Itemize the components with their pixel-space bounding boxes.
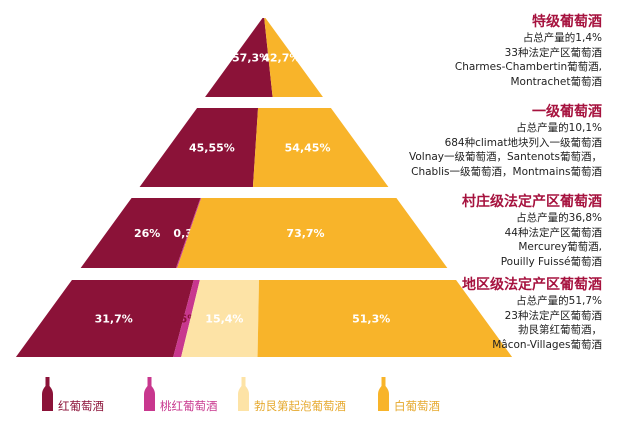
tier-detail: Mâcon-Villages葡萄酒 [492, 338, 602, 351]
tier-detail: Pouilly Fuissé葡萄酒 [500, 255, 602, 268]
segment-label-red: 31,7% [95, 313, 133, 326]
segment-white [252, 108, 389, 187]
segment-red [205, 18, 273, 97]
tier-detail: Charmes-Chambertin葡萄酒, [454, 61, 602, 73]
segment-rose [175, 198, 202, 268]
tier-title: 地区级法定产区葡萄酒 [462, 277, 602, 293]
segment-label-red: 57,3% [232, 52, 270, 65]
segment-label-white: 73,7% [286, 227, 324, 240]
legend-label: 红葡萄酒 [58, 399, 104, 413]
segment-red [15, 280, 194, 357]
tier-share: 占总产量的36,8% [516, 212, 602, 224]
segment-label-cremant: 15,4% [205, 313, 243, 326]
tier-info-regional: 地区级法定产区葡萄酒 占总产量的51,7% 23种法定产区葡萄酒 勃艮第红葡萄酒… [462, 277, 602, 352]
tier-detail: 33种法定产区葡萄酒 [504, 46, 602, 59]
segment-label-red: 45,55% [189, 142, 235, 155]
tier-info-premier-cru: 一级葡萄酒 占总产量的10,1% 684种climat地块列入一级葡萄酒 Vol… [409, 104, 602, 179]
segment-rose [173, 280, 200, 357]
legend: 红葡萄酒 桃红葡萄酒 勃艮第起泡葡萄酒 白葡萄酒 [0, 374, 640, 418]
tier-detail: Volnay一级葡萄酒，Santenots葡萄酒， [408, 151, 602, 163]
segment-label-white: 51,3% [352, 313, 390, 326]
rose-wine-bottle-icon [144, 377, 155, 411]
pyramid-tier-grand-cru: 57,3%42,7% [205, 18, 323, 97]
tier-detail: 勃艮第红葡萄酒， [518, 324, 602, 336]
tier-detail: 684种climat地块列入一级葡萄酒 [444, 136, 602, 149]
tier-share: 占总产量的10,1% [516, 122, 602, 134]
legend-label: 桃红葡萄酒 [160, 399, 218, 413]
red-wine-bottle-icon [42, 377, 53, 411]
tier-share: 占总产量的1,4% [522, 32, 602, 44]
segment-white [257, 280, 513, 357]
legend-label: 勃艮第起泡葡萄酒 [254, 399, 346, 413]
tier-detail: Montrachet葡萄酒 [510, 75, 602, 88]
tier-detail: Chablis一级葡萄酒，Montmains葡萄酒 [411, 165, 602, 178]
segment-label-red: 26% [134, 227, 160, 240]
segment-white [264, 18, 323, 97]
pyramid-tier-regional: 31,7% 1,6% 15,4% 51,3% [15, 280, 513, 357]
segment-white [177, 198, 448, 268]
tier-share: 占总产量的51,7% [516, 295, 602, 307]
white-wine-bottle-icon [378, 377, 389, 411]
pyramid-tier-village: 26% 0,3% 73,7% [80, 198, 448, 268]
segment-red [139, 108, 259, 187]
segment-label-white: 54,45% [285, 142, 331, 155]
tier-detail: 23种法定产区葡萄酒 [504, 309, 602, 322]
tier-title: 特级葡萄酒 [532, 14, 602, 30]
tier-info-village: 村庄级法定产区葡萄酒 占总产量的36,8% 44种法定产区葡萄酒 Mercure… [462, 194, 602, 269]
segment-cremant [181, 280, 260, 357]
segment-red [80, 198, 201, 268]
tier-detail: 44种法定产区葡萄酒 [504, 226, 602, 239]
pyramid-tier-premier-cru: 45,55% 54,45% [139, 108, 389, 187]
tier-info-grand-cru: 特级葡萄酒 占总产量的1,4% 33种法定产区葡萄酒 Charmes-Chamb… [455, 14, 602, 89]
segment-label-white: 42,7% [262, 52, 300, 65]
legend-label: 白葡萄酒 [394, 399, 440, 413]
tier-title: 一级葡萄酒 [532, 104, 602, 120]
tier-detail: Mercurey葡萄酒, [518, 241, 602, 253]
tier-title: 村庄级法定产区葡萄酒 [462, 194, 602, 210]
sparkling-wine-bottle-icon [238, 377, 249, 411]
